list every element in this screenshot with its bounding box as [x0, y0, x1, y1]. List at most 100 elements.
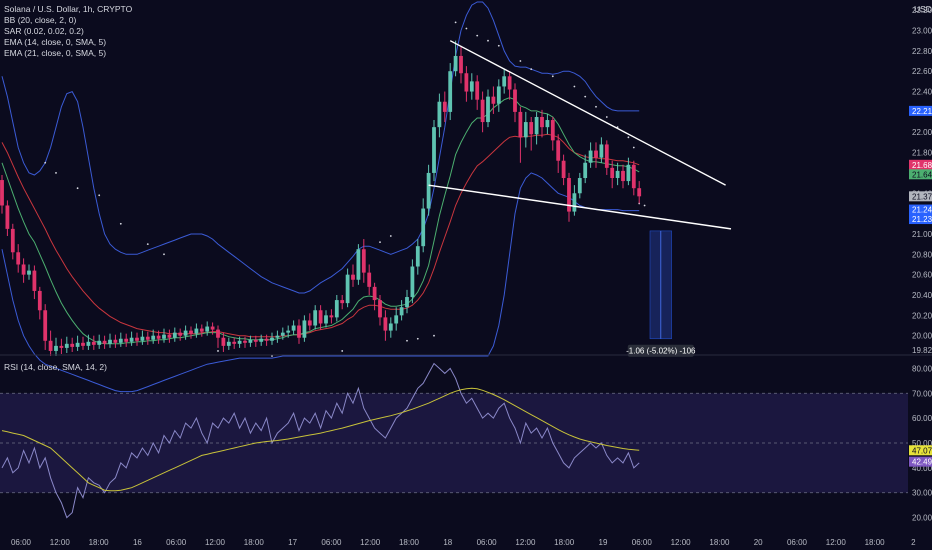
candle [64, 336, 69, 353]
candle [448, 63, 453, 121]
price-tag-bg [909, 204, 932, 215]
candle-body [340, 300, 345, 304]
sar-dot [573, 85, 576, 88]
candle [226, 337, 231, 350]
candle [388, 317, 393, 338]
candle [118, 332, 123, 347]
candle-body [275, 335, 280, 338]
time-tick-label: 06:00 [166, 538, 187, 547]
price-tick-label: 23.00 [912, 27, 932, 36]
candle-body [507, 76, 512, 90]
sar-dot [519, 60, 522, 62]
sar-dot [595, 105, 597, 108]
candle-body [259, 338, 264, 342]
candle-body [388, 323, 393, 331]
indicator-bb-label: BB (20, close, 2, 0) [4, 15, 77, 25]
price-tick-label: 22.00 [912, 128, 932, 137]
candle [329, 309, 334, 324]
sar-dot [406, 339, 408, 342]
price-tick-label: 21.00 [912, 230, 932, 239]
candle-body [378, 300, 382, 318]
candle-body [189, 330, 193, 334]
candle [383, 310, 388, 341]
time-tick-label: 2 [911, 538, 916, 547]
candle-body [469, 81, 474, 92]
candle-body [183, 330, 188, 336]
candle [313, 305, 318, 330]
candle-body [534, 116, 539, 135]
candle-body [10, 228, 15, 253]
price-pane[interactable]: -1.06 (-5.02%) -106 [0, 1, 732, 393]
candle [529, 116, 534, 151]
time-tick-label: 06:00 [477, 538, 498, 547]
sar-dot [632, 146, 635, 149]
bb-lower-line [1, 172, 640, 393]
price-tag-label: 21.68 [912, 161, 932, 170]
candle-body [502, 76, 507, 87]
candle [351, 264, 355, 287]
candle-body [162, 334, 166, 339]
price-tag-bg [909, 159, 932, 170]
candle-body [523, 122, 528, 138]
price-tick-label: 20.20 [912, 311, 932, 320]
time-tick-label: 18:00 [865, 538, 886, 547]
candle [70, 337, 75, 352]
candle [259, 334, 264, 346]
candle [637, 181, 642, 204]
sar-dot [271, 355, 273, 357]
time-tick-label: 06:00 [321, 538, 342, 547]
candle [156, 330, 161, 344]
candle-body [145, 336, 150, 340]
candle-body [637, 188, 642, 197]
sar-dot [389, 235, 392, 237]
price-tick-label: 20.80 [912, 250, 932, 259]
price-tick-label: 20.60 [912, 271, 932, 280]
time-tick-label: 18:00 [709, 538, 730, 547]
measure-label-bg [627, 344, 694, 357]
candle-body [16, 252, 21, 265]
measure-label: -1.06 (-5.02%) -106 [626, 347, 696, 356]
candle [75, 335, 80, 351]
candle [486, 89, 490, 128]
lower-trendline [428, 184, 732, 230]
candle [405, 289, 409, 314]
candle [162, 328, 166, 343]
candle-body [594, 150, 598, 158]
candle [480, 91, 485, 133]
candle [567, 172, 571, 222]
time-tick-label: 12:00 [205, 538, 226, 547]
rsi-band-fill [0, 393, 908, 493]
candle-body [237, 340, 242, 344]
rsi-pane[interactable] [0, 362, 908, 519]
symbol-title: Solana / U.S. Dollar, 1h, CRYPTO [4, 4, 133, 14]
rsi-tick-label: 80.00 [912, 364, 932, 373]
candle-body [248, 339, 253, 343]
candle [21, 258, 26, 283]
candle [102, 335, 107, 349]
candle-body [334, 300, 339, 318]
candle [10, 223, 15, 260]
candle-body [307, 320, 312, 326]
candle [167, 329, 172, 343]
indicator-sar-label: SAR (0.02, 0.02, 0.2) [4, 26, 84, 36]
candle-body [540, 116, 544, 128]
sar-dot [76, 187, 79, 190]
time-tick-label: 16 [133, 538, 142, 547]
time-tick-label: 12:00 [515, 538, 536, 547]
candle-body [518, 111, 523, 138]
candle-body [437, 101, 442, 128]
candle-body [367, 272, 372, 287]
sar-dot [551, 75, 554, 78]
sar-dot [416, 337, 419, 340]
candle-body [583, 162, 588, 179]
sar-dot [98, 194, 101, 197]
candle [221, 332, 226, 352]
candle-body [27, 270, 31, 275]
candle-body [156, 335, 161, 339]
time-tick-label: 18 [443, 538, 452, 547]
candle [399, 300, 404, 321]
rsi-tag-bg [909, 456, 932, 467]
price-tag-label: 21.37 [912, 192, 932, 201]
candle [621, 164, 625, 189]
